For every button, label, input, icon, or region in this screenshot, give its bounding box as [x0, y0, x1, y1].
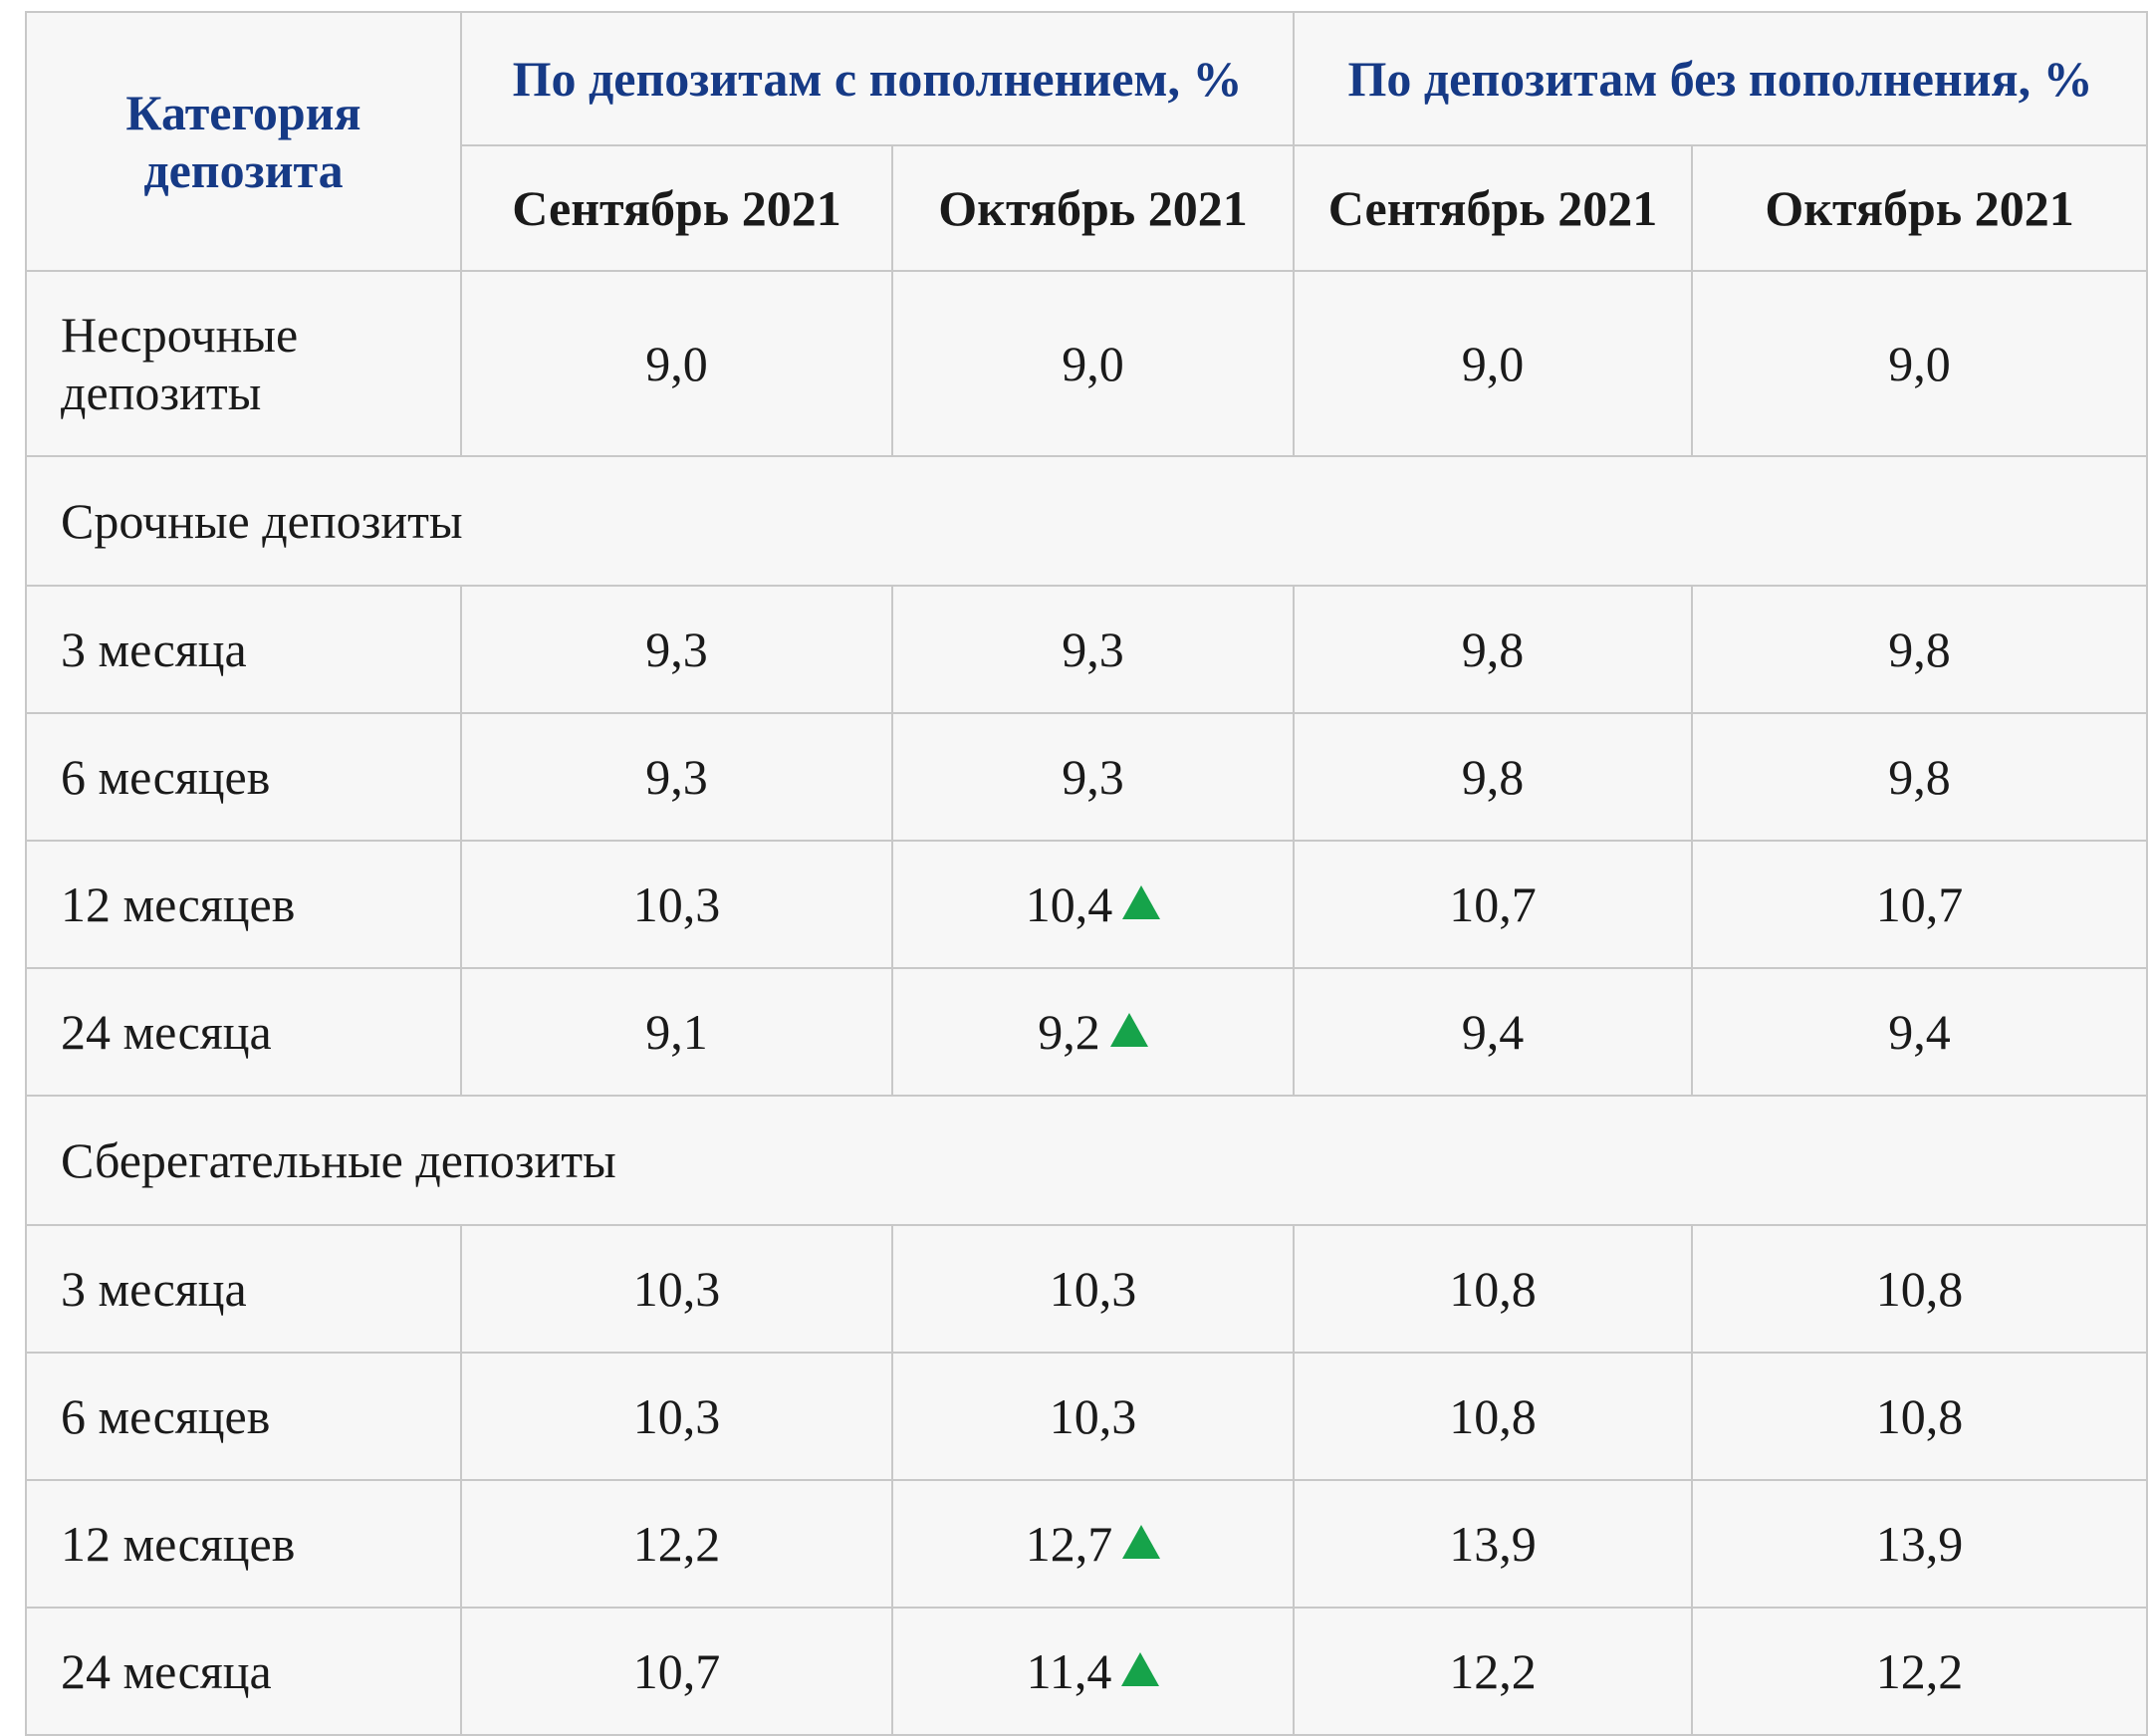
rate-cell: 12,2 [460, 1479, 893, 1609]
row-label: 24 месяца [25, 1607, 462, 1736]
row-label: 6 месяцев [25, 712, 462, 842]
rate-cell: 10,3 [460, 1352, 893, 1481]
rate-cell: 10,3 [890, 1224, 1296, 1354]
row-label: 12 месяцев [25, 840, 462, 969]
rate-cell: 9,8 [1691, 585, 2149, 714]
rate-cell: 10,8 [1293, 1224, 1694, 1354]
header-row-groups: Категория депозита По депозитам с пополн… [25, 10, 2149, 272]
table-row: 6 месяцев 9,3 9,3 9,8 9,8 [25, 712, 2149, 842]
table-row-demand: Несрочные депозиты 9,0 9,0 9,0 9,0 [25, 270, 2149, 457]
rate-cell: 9,0 [890, 270, 1296, 457]
rate-cell: 9,4 [1691, 967, 2149, 1097]
rate-cell: 9,4 [1293, 967, 1694, 1097]
rate-cell: 12,7 [890, 1479, 1296, 1609]
rate-cell: 9,2 [890, 967, 1296, 1097]
rate-cell: 9,0 [460, 270, 893, 457]
row-label: 3 месяца [25, 585, 462, 714]
row-label: 12 месяцев [25, 1479, 462, 1609]
rate-value: 11,4 [1026, 1643, 1112, 1699]
row-label: 24 месяца [25, 967, 462, 1097]
header-category: Категория депозита [25, 11, 462, 272]
row-label: 6 месяцев [25, 1352, 462, 1481]
rate-cell: 9,0 [1293, 270, 1694, 457]
rate-cell: 9,1 [460, 967, 893, 1097]
section-row-term: Срочные депозиты [24, 455, 2149, 587]
rate-cell: 9,8 [1293, 712, 1694, 842]
deposit-rates-table: Категория депозита По депозитам с пополн… [24, 10, 2149, 1736]
rate-cell: 13,9 [1691, 1479, 2149, 1609]
rate-value: 10,3 [1049, 1261, 1137, 1317]
rate-cell: 10,8 [1691, 1224, 2149, 1354]
table-row: 12 месяцев 12,2 12,7 13,9 13,9 [25, 1479, 2149, 1609]
rate-cell: 9,0 [1691, 270, 2149, 457]
rate-cell: 10,4 [890, 840, 1296, 969]
rate-value: 9,2 [1038, 1004, 1100, 1060]
deposit-rates-table-wrapper: Категория депозита По депозитам с пополн… [24, 10, 2149, 1736]
up-triangle-icon [1121, 1652, 1160, 1686]
table-row: 24 месяца 9,1 9,2 9,4 9,4 [25, 967, 2149, 1097]
rate-cell: 9,8 [1293, 585, 1694, 714]
section-label: Срочные депозиты [24, 455, 2149, 587]
header-month: Октябрь 2021 [1691, 144, 2149, 272]
table-row: 6 месяцев 10,3 10,3 10,8 10,8 [25, 1352, 2149, 1481]
rate-cell: 10,8 [1293, 1352, 1694, 1481]
table-row: 12 месяцев 10,3 10,4 10,7 10,7 [25, 840, 2149, 969]
header-group-without-topup: По депозитам без пополнения, % [1293, 10, 2149, 147]
rate-cell: 10,3 [460, 840, 893, 969]
section-label: Сберегательные депозиты [24, 1095, 2149, 1226]
table-row: 3 месяца 9,3 9,3 9,8 9,8 [25, 585, 2149, 714]
row-label: Несрочные депозиты [25, 270, 462, 457]
rate-cell: 10,3 [890, 1352, 1296, 1481]
rate-cell: 9,3 [460, 585, 893, 714]
rate-cell: 10,7 [1691, 840, 2149, 969]
rate-value: 9,3 [1062, 621, 1124, 677]
up-triangle-icon [1122, 1525, 1161, 1559]
rate-cell: 10,7 [1293, 840, 1694, 969]
rate-cell: 11,4 [890, 1607, 1296, 1736]
rate-cell: 9,3 [890, 712, 1296, 842]
table-row: 24 месяца 10,7 11,4 12,2 12,2 [25, 1607, 2149, 1736]
header-month: Сентябрь 2021 [1293, 144, 1694, 272]
rate-cell: 9,8 [1691, 712, 2149, 842]
row-label: 3 месяца [25, 1224, 462, 1354]
rate-value: 10,4 [1025, 876, 1113, 932]
up-triangle-icon [1109, 1013, 1148, 1047]
header-month: Октябрь 2021 [890, 144, 1296, 272]
rate-cell: 12,2 [1691, 1607, 2149, 1736]
header-month: Сентябрь 2021 [460, 144, 893, 272]
rate-cell: 13,9 [1293, 1479, 1694, 1609]
section-row-savings: Сберегательные депозиты [24, 1095, 2149, 1226]
header-row-months: Сентябрь 2021 Октябрь 2021 Сентябрь 2021… [26, 144, 2149, 272]
table-row: 3 месяца 10,3 10,3 10,8 10,8 [25, 1224, 2149, 1354]
rate-value: 9,3 [1062, 749, 1124, 805]
header-group-with-topup: По депозитам с пополнением, % [459, 10, 1296, 147]
rate-cell: 10,7 [460, 1607, 893, 1736]
rate-cell: 10,3 [460, 1224, 893, 1354]
rate-cell: 12,2 [1293, 1607, 1694, 1736]
rate-cell: 9,3 [460, 712, 893, 842]
rate-value: 10,3 [1049, 1388, 1137, 1444]
rate-value: 12,7 [1025, 1516, 1113, 1572]
rate-cell: 9,3 [890, 585, 1296, 714]
rate-cell: 10,8 [1691, 1352, 2149, 1481]
up-triangle-icon [1122, 885, 1161, 919]
